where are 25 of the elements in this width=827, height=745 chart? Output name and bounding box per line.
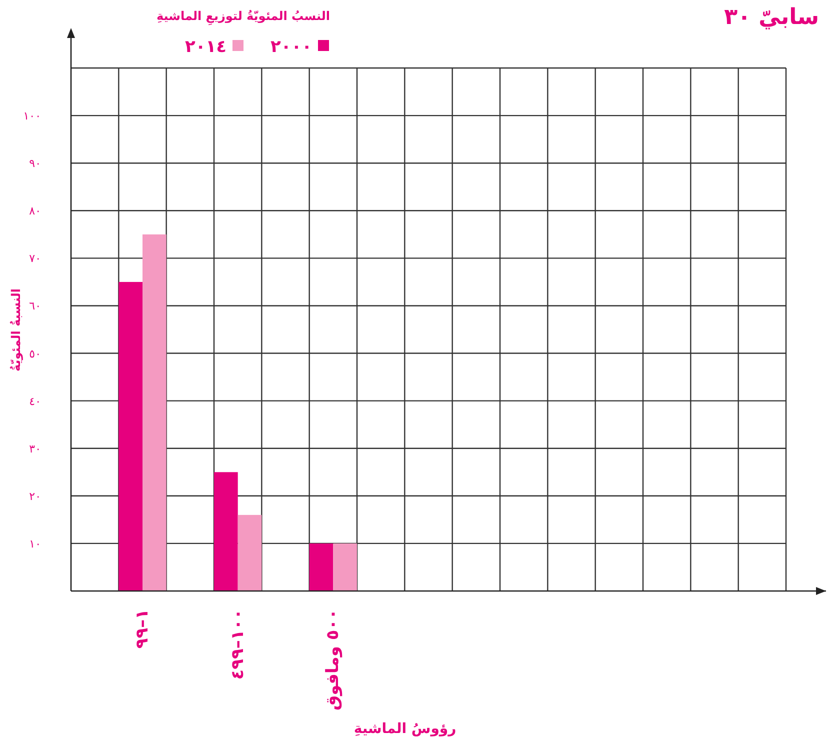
y-tick-label: ١٠ [29,537,41,550]
x-axis-title: رؤوسُ الماشيةِ [354,721,456,737]
bar [333,543,357,591]
x-tick-label: ٥٠٠ ومافوق [323,609,344,711]
legend-title: النسبُ المئويّةُ لتوزيعِ الماشيةِ [156,9,330,26]
y-tick-label: ٧٠ [29,252,41,266]
bar [238,514,262,591]
x-tick-label: ١٠٠–٤٩٩ [228,609,248,680]
y-tick-label: ٣٠ [29,442,41,456]
y-tick-label: ٤٠ [29,394,41,408]
y-tick-label: ١٠٠ [23,110,41,123]
text: سابيّ ٣٠ [724,5,819,30]
y-tick-label: ٢٠ [29,490,41,503]
y-tick-label: ٨٠ [29,204,41,218]
y-axis-title: النسبةُ المئويّةُ [9,288,23,372]
bar [214,472,238,591]
x-tick-label: ١–٩٩ [132,609,152,649]
bar [118,282,142,591]
bar [142,234,166,591]
y-tick-label: ٦٠ [29,300,41,313]
legend-label: ٢٠١٤ [184,37,226,57]
y-tick-label: ٩٠ [29,157,41,170]
y-tick-label: ٥٠ [29,347,41,360]
legend-label: ٢٠٠٠ [270,37,312,57]
bar [309,543,334,591]
